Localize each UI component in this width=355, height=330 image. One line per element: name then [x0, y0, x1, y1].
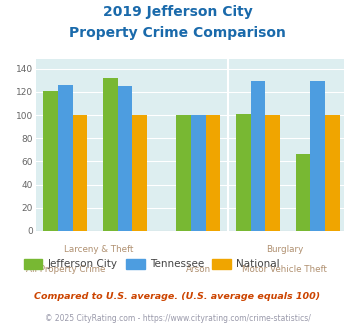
Bar	[73, 115, 87, 231]
Bar	[43, 91, 58, 231]
Bar	[118, 86, 132, 231]
Text: Motor Vehicle Theft: Motor Vehicle Theft	[242, 265, 327, 274]
Text: Arson: Arson	[186, 265, 211, 274]
Bar	[206, 115, 220, 231]
Text: © 2025 CityRating.com - https://www.cityrating.com/crime-statistics/: © 2025 CityRating.com - https://www.city…	[45, 314, 310, 323]
Text: Larceny & Theft: Larceny & Theft	[64, 245, 133, 254]
Text: Property Crime Comparison: Property Crime Comparison	[69, 26, 286, 40]
Bar	[311, 82, 325, 231]
Bar	[58, 85, 73, 231]
Bar	[325, 115, 340, 231]
Bar	[296, 154, 311, 231]
Bar	[103, 78, 118, 231]
Text: Compared to U.S. average. (U.S. average equals 100): Compared to U.S. average. (U.S. average …	[34, 292, 321, 301]
Bar	[132, 115, 147, 231]
Bar	[251, 82, 265, 231]
Bar	[236, 114, 251, 231]
Text: 2019 Jefferson City: 2019 Jefferson City	[103, 5, 252, 19]
Legend: Jefferson City, Tennessee, National: Jefferson City, Tennessee, National	[20, 255, 284, 274]
Text: All Property Crime: All Property Crime	[26, 265, 105, 274]
Bar	[191, 115, 206, 231]
Bar	[176, 115, 191, 231]
Bar	[265, 115, 280, 231]
Text: Burglary: Burglary	[266, 245, 303, 254]
